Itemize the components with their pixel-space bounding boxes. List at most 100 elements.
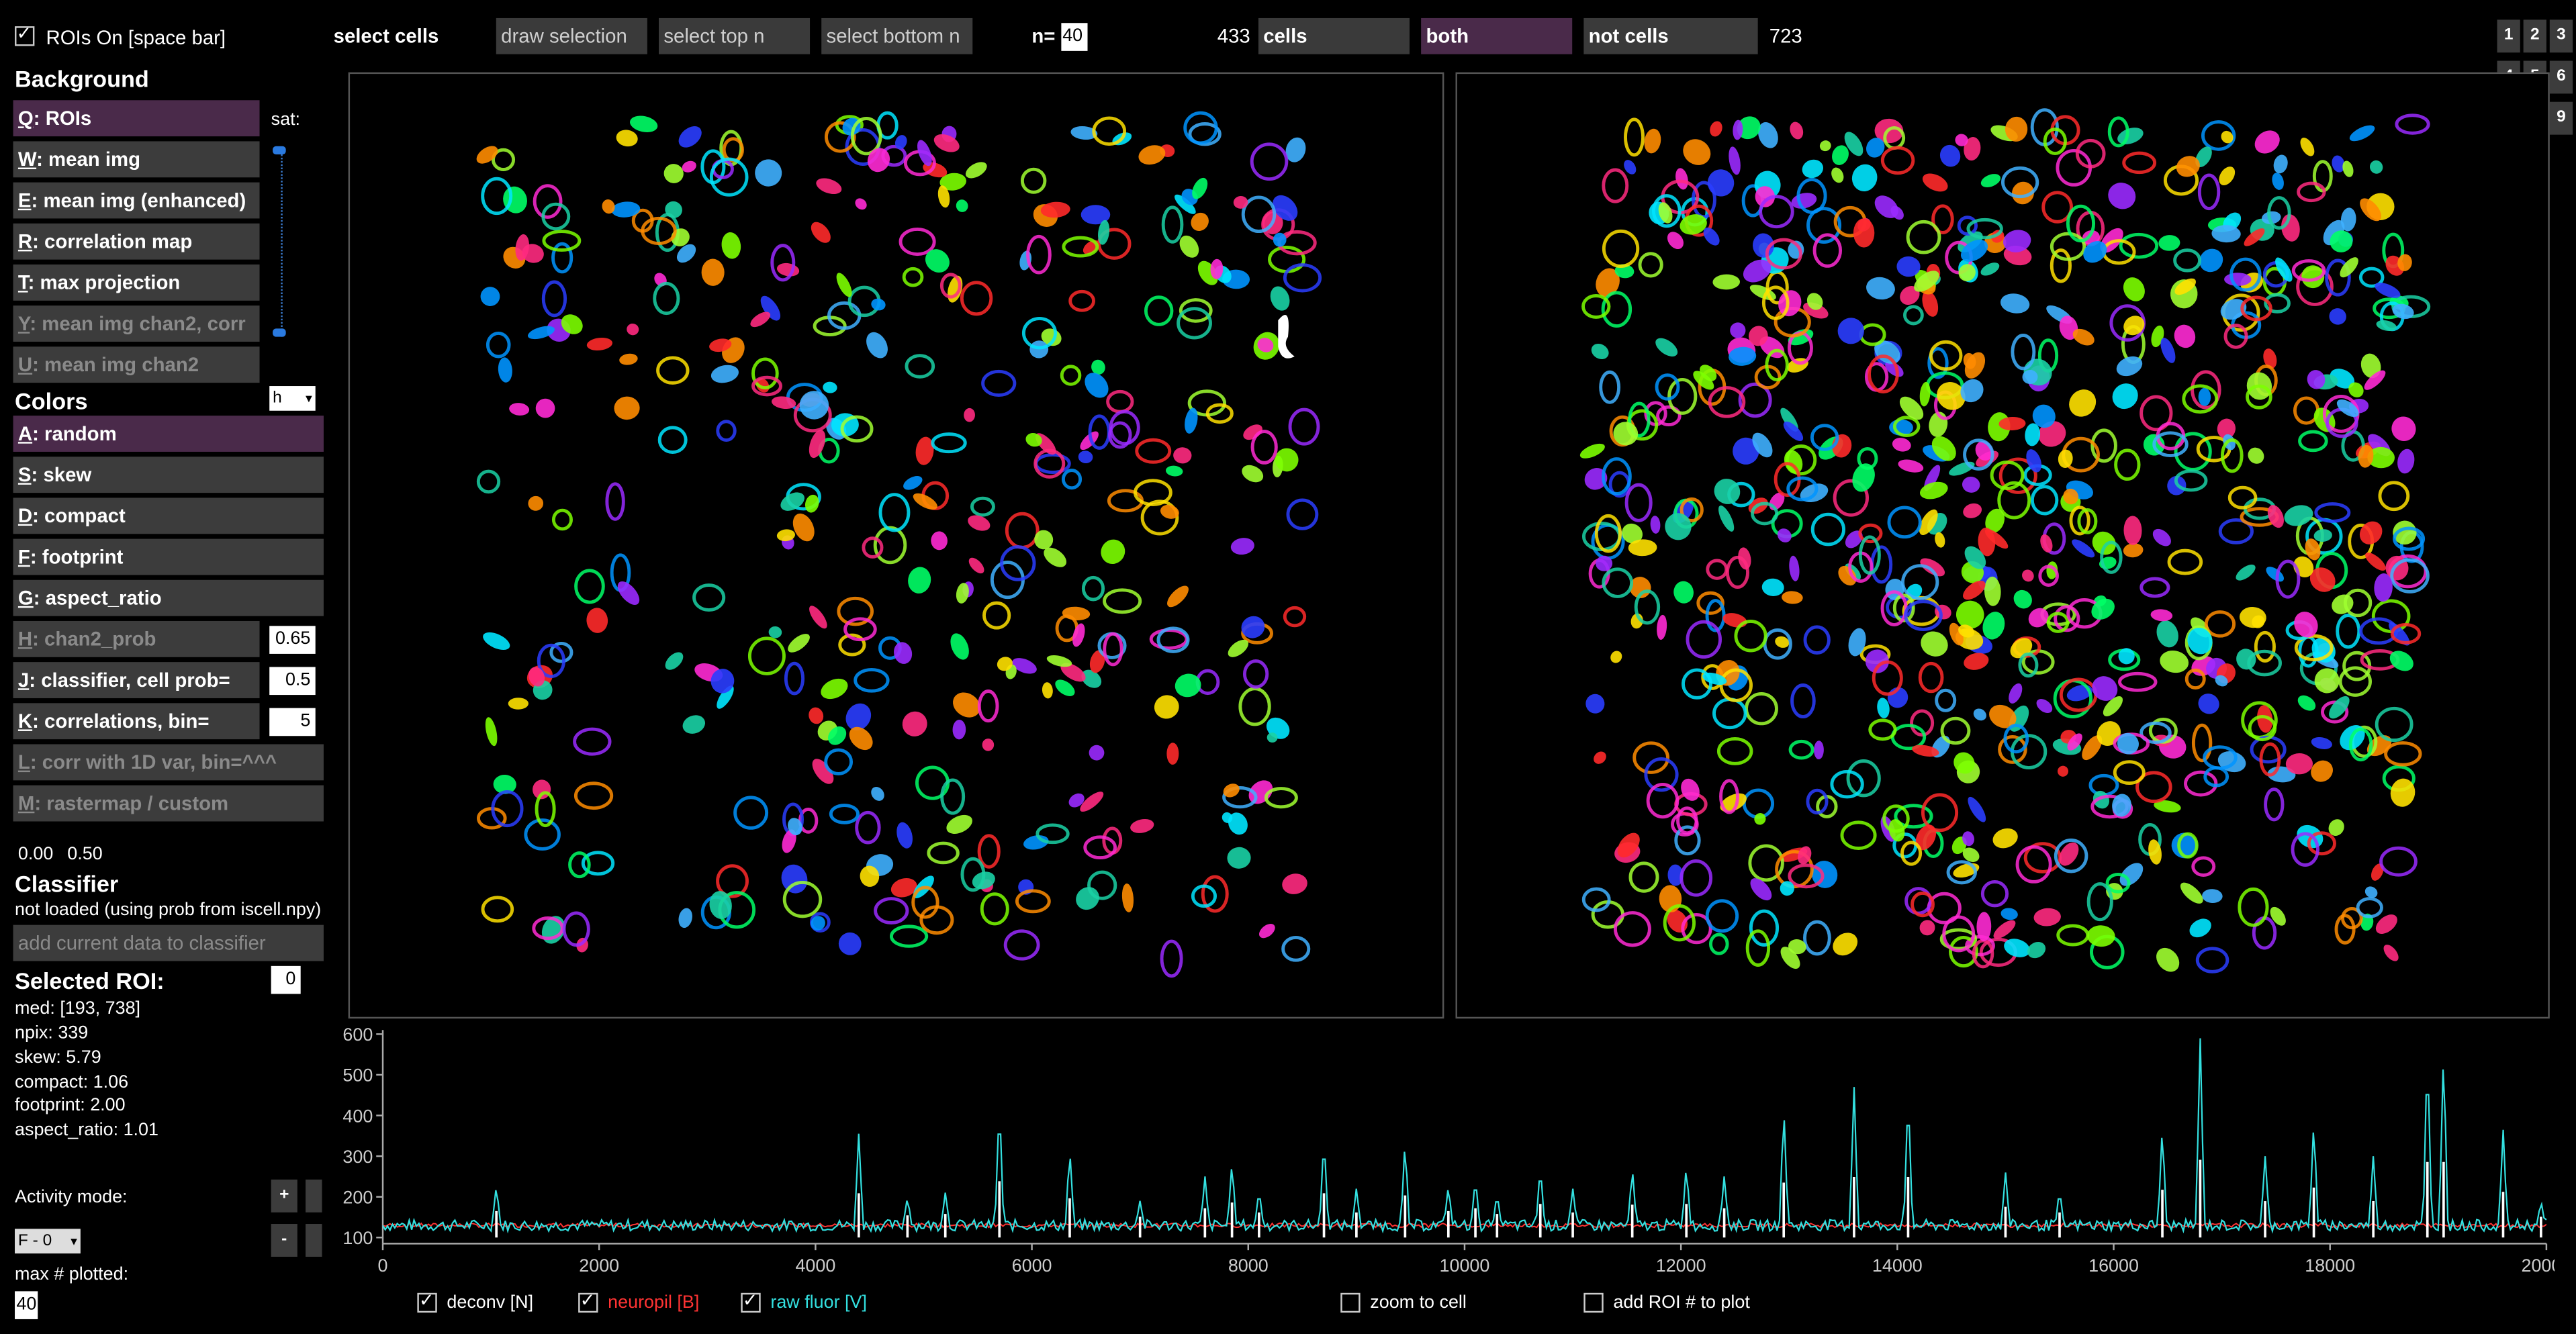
bg-rois-button[interactable]: Q: ROIs xyxy=(13,100,260,137)
select-cells-label: select cells xyxy=(333,24,439,48)
select-top-n-button[interactable]: select top n xyxy=(659,17,811,54)
color-corr-1d-button[interactable]: L: corr with 1D var, bin=^^^ xyxy=(13,744,324,781)
roi-blob xyxy=(1108,421,1132,449)
grid-button-2[interactable]: 2 xyxy=(2523,19,2546,53)
roi-blob xyxy=(982,601,1011,630)
scroll-up-button[interactable] xyxy=(306,1179,322,1212)
roi-blob xyxy=(828,726,847,745)
bg-mean-img-button[interactable]: W: mean img xyxy=(13,141,260,178)
not-cells-button[interactable]: not cells xyxy=(1583,17,1758,54)
color-aspect-ratio-button[interactable]: G: aspect_ratio xyxy=(13,579,324,616)
color-skew-button[interactable]: S: skew xyxy=(13,457,324,493)
roi-blob xyxy=(2171,832,2198,859)
roi-blob xyxy=(2140,577,2170,598)
roi-blob xyxy=(1121,883,1134,912)
zoom-to-cell-checkbox[interactable] xyxy=(1340,1292,1361,1313)
neuropil-checkbox[interactable] xyxy=(578,1290,598,1313)
roi-blob xyxy=(939,273,962,299)
roi-blob xyxy=(1852,463,1875,492)
saturation-slider-max-handle[interactable] xyxy=(273,146,286,155)
rois-not-cells-panel[interactable] xyxy=(1455,72,2550,1019)
roi-blob xyxy=(1929,340,1963,371)
roi-blob xyxy=(1579,443,1605,459)
add-roi-checkbox[interactable] xyxy=(1583,1292,1604,1313)
roi-blob xyxy=(1868,354,1899,393)
scroll-down-button[interactable] xyxy=(306,1224,322,1257)
color-chan2-prob-button[interactable]: H: chan2_prob xyxy=(13,620,260,657)
rois-cells-panel[interactable] xyxy=(348,72,1444,1019)
color-classifier-button[interactable]: J: classifier, cell prob= xyxy=(13,662,260,698)
selected-roi-input[interactable]: 0 xyxy=(271,965,301,994)
color-compact-button[interactable]: D: compact xyxy=(13,497,324,534)
n-input[interactable]: 40 xyxy=(1061,23,1088,51)
rois-on-checkbox[interactable] xyxy=(15,23,35,46)
roi-blob xyxy=(980,892,1009,926)
grid-button-9[interactable]: 9 xyxy=(2549,101,2573,135)
color-random-button[interactable]: A: random xyxy=(13,416,324,452)
roi-blob xyxy=(528,495,544,511)
roi-blob xyxy=(792,513,815,542)
roi-blob xyxy=(2105,872,2131,894)
roi-blob xyxy=(2267,505,2284,528)
x-tick-label: 20000 xyxy=(2522,1255,2555,1276)
roi-blob xyxy=(1719,668,1753,702)
color-correlations-button[interactable]: K: correlations, bin= xyxy=(13,703,260,740)
color-rastermap-button[interactable]: M: rastermap / custom xyxy=(13,785,324,822)
chan2-prob-input[interactable]: 0.65 xyxy=(269,626,316,654)
color-classifier-key: J xyxy=(17,668,30,692)
deconv-checkbox[interactable] xyxy=(417,1290,437,1313)
draw-selection-button[interactable]: draw selection xyxy=(496,17,647,54)
grid-button-6[interactable]: 6 xyxy=(2549,60,2573,94)
roi-blob xyxy=(862,536,884,559)
bg-mean-img-enhanced-button[interactable]: E: mean img (enhanced) xyxy=(13,182,260,219)
raw-fluor-checkbox[interactable] xyxy=(741,1290,761,1313)
roi-blob xyxy=(1712,274,1741,290)
roi-blob xyxy=(2334,914,2356,945)
roi-blob xyxy=(1777,528,1792,542)
roi-blob xyxy=(2270,906,2286,926)
roi-blob xyxy=(1044,547,1067,567)
bg-mean-chan2-button[interactable]: U: mean img chan2 xyxy=(13,346,260,383)
not-cells-roi-image xyxy=(1579,108,2431,973)
roi-blob xyxy=(2338,666,2372,697)
roi-blob xyxy=(823,381,837,393)
saturation-slider-min-handle[interactable] xyxy=(273,328,286,337)
add-to-classifier-button[interactable]: add current data to classifier xyxy=(13,924,324,961)
roi-blob xyxy=(1106,389,1134,414)
roi-blob xyxy=(2349,125,2375,142)
saturation-slider-track[interactable] xyxy=(281,148,284,337)
x-tick-label: 10000 xyxy=(1440,1255,1490,1276)
roi-blob xyxy=(1138,145,1166,165)
zoom-out-button[interactable]: - xyxy=(271,1224,297,1257)
activity-mode-select[interactable]: F - 0 ▾ xyxy=(15,1229,81,1254)
roi-blob xyxy=(1708,386,1746,418)
roi-blob xyxy=(1686,620,1722,659)
roi-blob xyxy=(1775,636,1790,648)
colormap-dropdown[interactable]: h ▾ xyxy=(269,386,316,411)
cells-button[interactable]: cells xyxy=(1258,17,1410,54)
roi-blob xyxy=(1594,514,1622,553)
both-button[interactable]: both xyxy=(1421,17,1573,54)
select-bottom-n-button[interactable]: select bottom n xyxy=(821,17,973,54)
roi-blob xyxy=(2220,299,2247,320)
cell-prob-input[interactable]: 0.5 xyxy=(269,667,316,696)
roi-blob xyxy=(2229,257,2262,292)
bg-mean-img-label: : mean img xyxy=(36,148,141,171)
roi-blob xyxy=(816,178,842,195)
roi-blob xyxy=(1040,201,1070,218)
bin-input[interactable]: 5 xyxy=(269,708,316,736)
color-footprint-button[interactable]: F: footprint xyxy=(13,538,324,575)
max-plotted-input[interactable]: 40 xyxy=(15,1291,38,1319)
bg-mean-chan2-corr-button[interactable]: Y: mean img chan2, corr xyxy=(13,305,260,342)
roi-blob xyxy=(524,818,561,851)
grid-button-3[interactable]: 3 xyxy=(2549,19,2573,53)
roi-blob xyxy=(1613,422,1639,446)
roi-blob xyxy=(1812,233,1843,268)
grid-button-1[interactable]: 1 xyxy=(2497,19,2520,53)
roi-blob xyxy=(2259,742,2281,777)
roi-blob xyxy=(1594,751,1606,764)
bg-max-projection-button[interactable]: T: max projection xyxy=(13,264,260,301)
zoom-in-button[interactable]: + xyxy=(271,1179,297,1212)
bg-correlation-map-button[interactable]: R: correlation map xyxy=(13,223,260,260)
